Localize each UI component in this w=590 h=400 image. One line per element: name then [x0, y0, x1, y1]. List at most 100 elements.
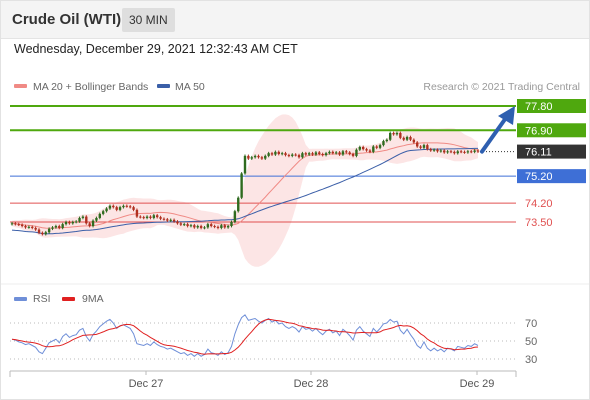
candle-body — [85, 216, 88, 224]
bollinger-bands — [12, 114, 478, 267]
x-tick-dec27: Dec 27 — [129, 378, 164, 390]
candle-body — [132, 207, 135, 210]
candle-body — [142, 217, 145, 219]
candle-body — [314, 152, 318, 155]
level-label-77-80-box — [517, 99, 586, 113]
rsi-line — [11, 314, 479, 357]
legend-label-rsi: RSI — [33, 293, 51, 305]
level-label-76-90: 76.90 — [525, 125, 553, 137]
candle-body — [328, 151, 331, 154]
candle-body — [37, 229, 41, 233]
candle-body — [243, 155, 247, 174]
candle-body — [368, 150, 372, 152]
candle-body — [405, 137, 409, 140]
timeframe-button[interactable]: 30 MIN — [122, 8, 175, 32]
candle-body — [459, 151, 463, 153]
candle-body — [210, 224, 213, 227]
candle-body — [162, 218, 166, 220]
candle-body — [183, 224, 186, 226]
candle-body — [318, 152, 321, 155]
candle-body — [358, 147, 362, 150]
candle-body — [257, 155, 260, 158]
candle-body — [237, 197, 240, 212]
candle-body — [466, 151, 470, 153]
bollinger-band-fill — [12, 114, 478, 267]
candle-body — [78, 217, 81, 222]
candle-body — [307, 153, 311, 155]
candle-body — [277, 151, 280, 155]
candle-body — [196, 226, 199, 228]
credit-text: Research © 2021 Trading Central — [423, 81, 580, 93]
candle-body — [220, 225, 223, 228]
candle-body — [382, 141, 385, 146]
candle-body — [108, 205, 112, 209]
candle-body — [240, 173, 243, 198]
legend-swatch-9ma — [62, 297, 75, 301]
level-label-76-11: 76.11 — [525, 147, 552, 159]
candle-body — [58, 226, 61, 228]
candle-body — [68, 222, 71, 224]
candle-body — [470, 151, 473, 153]
candle-body — [118, 207, 122, 210]
candle-body — [34, 227, 37, 230]
candle-body — [389, 132, 392, 140]
candle-body — [287, 155, 291, 157]
header-bar: Crude Oil (WTI) 30 MIN — [1, 1, 589, 39]
candle-body — [216, 226, 220, 228]
candle-body — [351, 154, 355, 156]
level-labels: 77.80 76.90 76.11 75.20 74.20 73.50 — [517, 99, 586, 229]
candle-body — [476, 150, 480, 152]
candle-body — [463, 151, 466, 153]
candle-body — [348, 152, 351, 155]
candle-body — [145, 216, 149, 218]
legend-label-9ma: 9MA — [82, 293, 104, 305]
candle-body — [345, 151, 348, 153]
candle-body — [41, 232, 44, 235]
candle-body — [10, 223, 14, 225]
candle-body — [439, 150, 443, 152]
level-label-75-20-box — [517, 169, 586, 184]
candle-body — [365, 149, 368, 151]
candle-body — [291, 154, 294, 156]
candle-body — [402, 137, 405, 140]
candle-body — [260, 157, 264, 159]
level-label-76-90-box — [517, 123, 586, 138]
rsi-tick-50: 50 — [525, 336, 537, 348]
candle-body — [355, 149, 358, 156]
candle-body — [385, 139, 389, 142]
candle-body — [432, 149, 436, 151]
candle-body — [226, 226, 230, 228]
legend-label-ma20: MA 20 + Bollinger Bands — [33, 81, 148, 93]
forecast-arrow-head — [498, 106, 515, 125]
x-tick-dec29: Dec 29 — [460, 378, 495, 390]
rsi-panel: 70 50 30 — [10, 314, 537, 366]
legend-label-ma50: MA 50 — [175, 81, 205, 93]
candle-body — [61, 224, 64, 228]
legend-swatch-ma20 — [14, 84, 27, 88]
candle-body — [416, 142, 419, 147]
candle-body — [81, 216, 85, 218]
candle-body — [139, 216, 142, 218]
candle-body — [446, 151, 449, 153]
rsi-9ma-line — [11, 318, 479, 355]
candle-body — [206, 224, 210, 228]
candle-body — [74, 221, 78, 223]
candle-body — [297, 155, 301, 158]
instrument-title: Crude Oil (WTI) — [12, 11, 122, 28]
main-legend: MA 20 + Bollinger Bands MA 50 Research ©… — [14, 81, 580, 93]
candle-body — [125, 205, 129, 207]
candle-body — [436, 149, 439, 152]
legend-swatch-rsi — [14, 297, 27, 301]
candle-body — [112, 205, 115, 208]
candle-body — [20, 224, 24, 227]
candle-body — [372, 146, 375, 152]
candle-body — [395, 132, 399, 135]
legend-swatch-ma50 — [157, 84, 170, 88]
x-axis: Dec 27 Dec 28 Dec 29 — [9, 370, 517, 390]
candle-body — [223, 225, 226, 228]
candle-body — [375, 146, 378, 148]
candle-body — [378, 145, 382, 148]
candle-body — [429, 149, 432, 151]
candle-body — [166, 219, 169, 221]
candle-body — [189, 225, 193, 227]
